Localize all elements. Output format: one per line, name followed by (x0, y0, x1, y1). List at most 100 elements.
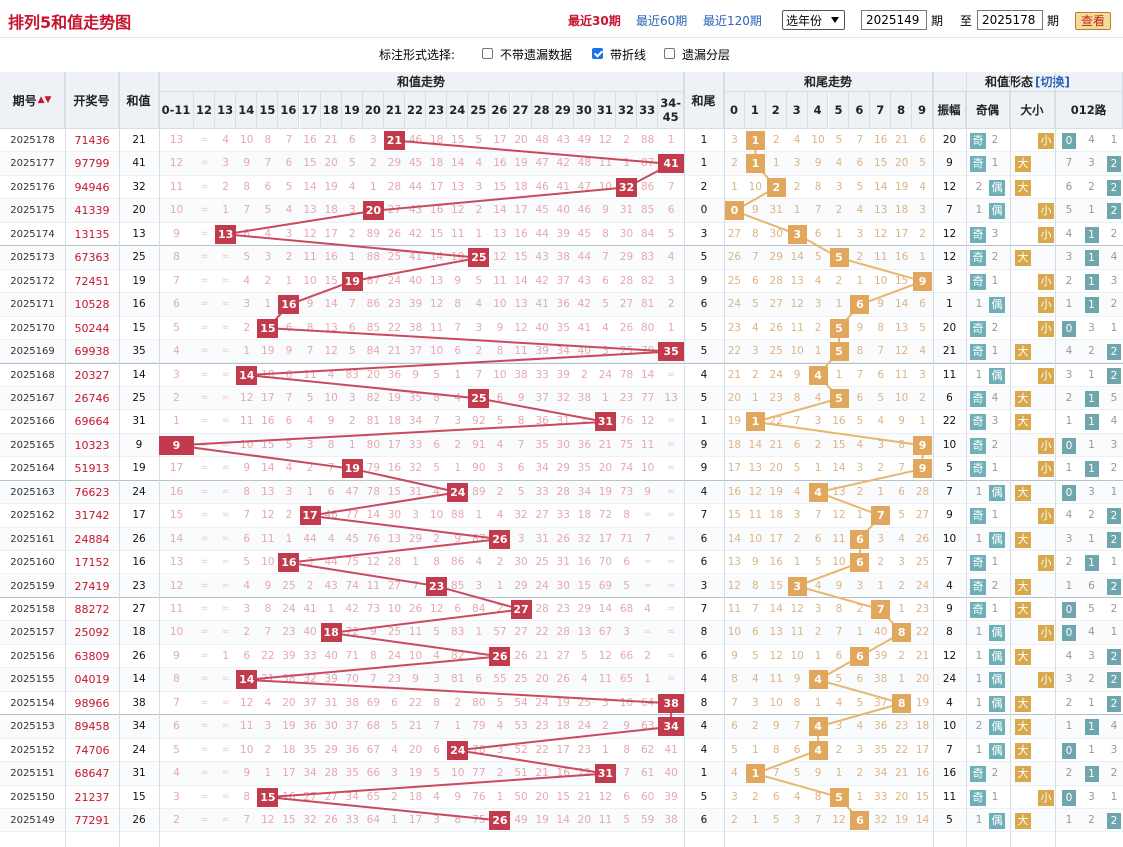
sum-missing-cell: 22 (535, 626, 549, 639)
sum-col-header[interactable]: 22 (405, 92, 427, 129)
tail-missing-cell: 8 (814, 790, 822, 803)
sum-col-header[interactable]: 34-45 (658, 92, 684, 129)
tail-missing-cell: 10 (748, 532, 763, 545)
sum-missing-cell: 32 (514, 509, 528, 522)
sum-col-header[interactable]: 12 (194, 92, 216, 129)
route-missing-cell: 1 (1110, 134, 1118, 146)
sum-col-header[interactable]: 23 (426, 92, 448, 129)
sum-missing-cell: = (200, 135, 209, 145)
option-no-missing-label[interactable]: 不带遗漏数据 (500, 48, 573, 62)
sum-missing-cell: 1 (285, 532, 293, 545)
to-issue-input[interactable]: 2025178 (977, 10, 1043, 30)
issue-cell: 2025153 (10, 721, 55, 733)
sum-col-header[interactable]: 0-11 (159, 92, 194, 129)
option-polyline-label[interactable]: 带折线 (610, 48, 647, 62)
sum-missing-cell: 23 (619, 391, 634, 404)
tail-missing-cell: 12 (748, 485, 763, 498)
switch-link[interactable]: [切换] (1035, 75, 1070, 89)
route-tag: 2 (1107, 578, 1121, 595)
tail-ball: 8 (892, 623, 912, 643)
sum-missing-cell: 11 (640, 438, 655, 451)
col-issue-header[interactable]: 期号 ▲▼ (0, 72, 65, 129)
sum-missing-cell: 43 (324, 579, 338, 592)
sum-col-header[interactable]: 25 (468, 92, 490, 129)
sum-ball: 35 (658, 342, 684, 362)
sum-col-header[interactable]: 30 (573, 92, 595, 129)
sum-col-header[interactable]: 32 (616, 92, 638, 129)
sum-col-header[interactable]: 24 (447, 92, 469, 129)
sum-col-header[interactable]: 13 (215, 92, 237, 129)
sum-missing-cell: 3 (623, 626, 630, 639)
route-tag: 2 (1107, 695, 1121, 712)
sum-col-header[interactable]: 29 (552, 92, 574, 129)
sum-missing-cell: 12 (514, 321, 528, 334)
big-tag: 大 (1015, 179, 1031, 196)
sum-missing-cell: = (221, 299, 230, 310)
from-issue-input[interactable]: 2025149 (861, 10, 927, 30)
sum-col-header[interactable]: 33 (637, 92, 659, 129)
sum-missing-cell: 6 (327, 485, 335, 498)
sum-missing-cell: 21 (535, 767, 549, 780)
sort-icon[interactable]: ▲▼ (37, 95, 52, 105)
tail-missing-cell: 10 (811, 134, 825, 146)
option-no-missing-checkbox[interactable] (482, 48, 493, 59)
sum-col-header[interactable]: 14 (236, 92, 258, 129)
sum-missing-cell: 46 (408, 134, 423, 146)
sum-missing-cell: 40 (577, 345, 592, 358)
sum-col-header[interactable]: 26 (489, 92, 511, 129)
sum-col-header[interactable]: 15 (257, 92, 279, 129)
sum-col-header[interactable]: 18 (320, 92, 342, 129)
tail-missing-cell: 9 (793, 673, 801, 686)
sum-col-header[interactable]: 31 (594, 92, 616, 129)
sum-cell: 18 (132, 626, 146, 639)
tail-col-header[interactable]: 7 (870, 92, 892, 129)
sum-missing-cell: 18 (282, 743, 296, 756)
tail-col-header[interactable]: 0 (724, 92, 745, 129)
sum-missing-cell: 27 (324, 790, 338, 803)
range-60-link[interactable]: 最近60期 (636, 14, 688, 28)
sum-col-header[interactable]: 21 (383, 92, 405, 129)
tail-missing-cell: 14 (874, 180, 888, 193)
option-layered-checkbox[interactable] (664, 48, 675, 59)
tail-col-header[interactable]: 8 (891, 92, 913, 129)
tail-col-header[interactable]: 3 (786, 92, 808, 129)
sum-missing-cell: = (200, 275, 209, 286)
sum-col-header[interactable]: 16 (278, 92, 300, 129)
tail-missing-cell: 12 (727, 579, 742, 592)
sum-ball: 24 (447, 740, 469, 760)
tail-col-header[interactable]: 1 (744, 92, 766, 129)
tail-missing-cell: 2 (835, 204, 843, 217)
option-layered-label[interactable]: 遗漏分层 (682, 48, 731, 62)
sum-missing-cell: 2 (264, 274, 272, 287)
oddeven-missing-cell: 1 (975, 485, 983, 498)
sum-col-header[interactable]: 28 (531, 92, 553, 129)
bigsmall-missing-cell (1014, 270, 1032, 293)
sum-missing-cell: 45 (577, 227, 592, 240)
sum-col-header[interactable]: 27 (510, 92, 532, 129)
sum-missing-cell: 28 (619, 274, 634, 287)
tail-col-header[interactable]: 9 (912, 92, 933, 129)
view-button[interactable]: 查看 (1075, 12, 1111, 30)
sum-missing-cell: 4 (454, 391, 462, 404)
year-select[interactable]: 选年份 (782, 10, 845, 30)
sum-missing-cell: 8 (433, 556, 440, 569)
sum-col-header[interactable]: 17 (299, 92, 321, 129)
tail-col-header[interactable]: 5 (828, 92, 850, 129)
tail-col-header[interactable]: 6 (849, 92, 871, 129)
sum-missing-cell: = (200, 627, 209, 638)
sum-missing-cell: 6 (391, 696, 398, 709)
range-30-link[interactable]: 最近30期 (568, 14, 621, 28)
tail-col-header[interactable]: 4 (807, 92, 829, 129)
option-polyline-checkbox[interactable] (592, 48, 603, 59)
range-120-link[interactable]: 最近120期 (703, 14, 762, 28)
tail-missing-cell: 22 (769, 415, 783, 428)
sum-missing-cell: 53 (514, 720, 528, 733)
sum-missing-cell: 27 (387, 204, 402, 217)
sum-col-header[interactable]: 19 (341, 92, 363, 129)
route-tag: 0 (1062, 602, 1076, 618)
sum-missing-cell: 31 (556, 415, 570, 428)
tail-col-header[interactable]: 2 (765, 92, 787, 129)
tail-missing-cell: 18 (769, 509, 783, 522)
sum-col-header[interactable]: 20 (362, 92, 384, 129)
sum-missing-cell: = (221, 510, 230, 521)
